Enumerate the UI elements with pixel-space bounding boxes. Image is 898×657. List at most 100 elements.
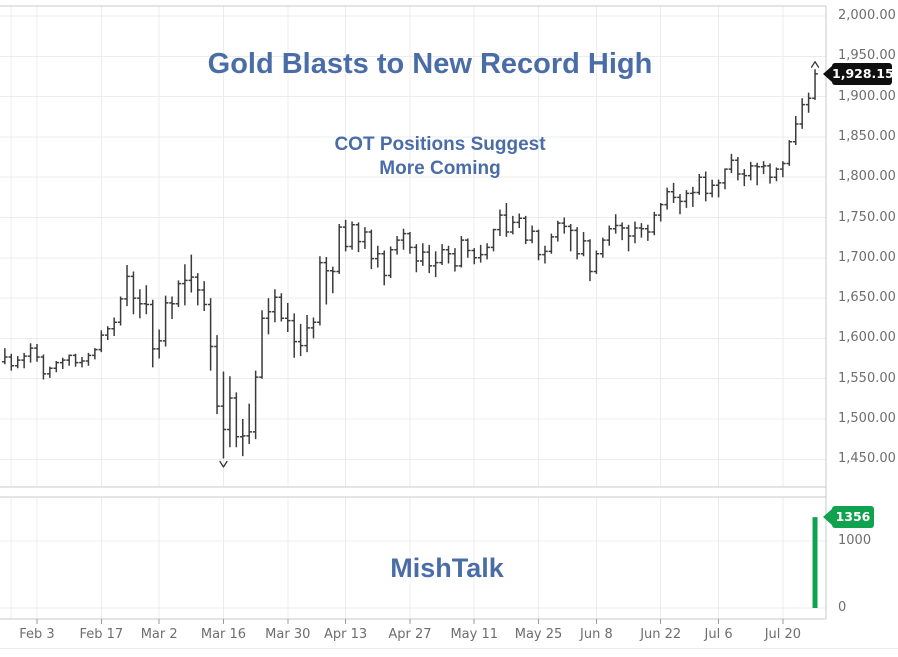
ohlc-bar (606, 225, 613, 246)
ohlc-bar (664, 187, 670, 210)
ohlc-bar (220, 371, 227, 459)
ohlc-bar (259, 310, 265, 379)
ohlc-bar (767, 163, 773, 184)
date-axis-label: May 25 (514, 627, 563, 642)
ohlc-bar (593, 250, 600, 274)
ohlc-bar (555, 220, 561, 242)
date-axis-label: Mar 2 (140, 627, 178, 642)
date-axis-label: Jul 6 (704, 627, 733, 642)
ohlc-bar (780, 161, 786, 178)
price-axis-label: 1,700.00 (838, 249, 896, 265)
ohlc-bar (792, 115, 799, 145)
ohlc-bar (310, 317, 317, 339)
ohlc-bar (21, 352, 27, 369)
ohlc-bar (130, 271, 137, 315)
ohlc-bar (420, 243, 426, 266)
ohlc-bar (432, 251, 439, 278)
ohlc-bar (329, 266, 336, 294)
ohlc-bar (182, 264, 188, 306)
ohlc-bar (207, 298, 214, 371)
ohlc-bar (14, 356, 21, 369)
date-axis-label: Jun 22 (640, 627, 682, 642)
date-axis-label: Mar 16 (200, 627, 247, 642)
date-axis-label: Apr 13 (324, 627, 368, 642)
date-axis-label: Jun 8 (580, 627, 613, 642)
ohlc-bar (728, 153, 735, 174)
ohlc-bar (657, 202, 664, 222)
ohlc-bar (284, 302, 291, 332)
ohlc-bar (407, 232, 413, 254)
ohlc-bar (47, 366, 53, 378)
ohlc-bar (137, 289, 143, 319)
date-axis-label: Mar 30 (265, 627, 311, 642)
ohlc-bar (510, 215, 516, 235)
high-caret-marker-icon (810, 61, 820, 68)
ohlc-bar (169, 296, 175, 320)
ohlc-bar (600, 237, 606, 258)
ohlc-bar (465, 238, 471, 258)
ohlc-bar (445, 245, 452, 264)
ohlc-bar (368, 229, 375, 270)
ohlc-bar (349, 221, 355, 250)
ohlc-bar (709, 179, 715, 198)
price-axis-label: 1,750.00 (838, 209, 896, 225)
last-price-value: 1,928.15 (832, 66, 894, 81)
ohlc-bar (175, 280, 182, 307)
ohlc-bar (304, 315, 310, 353)
price-axis-label: 1,850.00 (838, 128, 896, 144)
ohlc-bar (741, 169, 748, 187)
ohlc-bar (490, 228, 497, 252)
ohlc-bar (8, 353, 15, 371)
ohlc-bar (239, 419, 246, 457)
ohlc-bar (79, 356, 85, 368)
ohlc-bar (670, 182, 677, 203)
ohlc-bar (104, 326, 111, 341)
ohlc-bar (812, 69, 818, 100)
ohlc-bar (149, 299, 156, 368)
date-axis-label: Feb 3 (19, 627, 55, 642)
ohlc-bar (342, 219, 349, 252)
ohlc-bar (246, 403, 252, 444)
ohlc-bar (291, 313, 297, 358)
price-axis-label: 1,450.00 (838, 451, 896, 467)
ohlc-bar (336, 223, 343, 274)
ohlc-bar (625, 224, 632, 252)
ohlc-bar (265, 298, 272, 335)
ohlc-bar (111, 317, 117, 336)
price-axis-label: 1,500.00 (838, 411, 896, 426)
ohlc-bar (574, 227, 580, 260)
price-axis-label: 1,800.00 (838, 169, 896, 185)
last-volume-value: 1356 (835, 509, 871, 524)
ohlc-bar (638, 223, 645, 238)
ohlc-bar (696, 173, 703, 195)
ohlc-bar (484, 243, 490, 260)
ohlc-bar (690, 186, 696, 208)
ohlc-bar (362, 227, 368, 249)
ohlc-bar (381, 250, 388, 286)
price-axis-label: 1,550.00 (838, 370, 896, 386)
ohlc-bar (278, 293, 285, 322)
ohlc-bar (72, 353, 79, 367)
chart-annotation: COT Positions Suggest More Coming (334, 133, 545, 181)
price-axis-label: 1,650.00 (838, 290, 896, 306)
last-volume-tag: 1356 (823, 506, 874, 528)
price-axis-label: 1,600.00 (838, 330, 896, 346)
ohlc-bar (143, 285, 150, 315)
ohlc-bar (503, 202, 510, 237)
ohlc-bar (722, 168, 728, 190)
ohlc-bar (529, 225, 535, 244)
ohlc-bar (439, 244, 445, 266)
ohlc-bar (297, 323, 304, 357)
ohlc-bar (805, 92, 812, 113)
price-axis-label: 2,000.00 (838, 8, 896, 23)
ohlc-bar (567, 223, 574, 252)
ohlc-bar (53, 360, 60, 373)
ohlc-bar (117, 296, 124, 326)
ohlc-bar (400, 228, 407, 250)
ohlc-bar (162, 295, 169, 347)
ohlc-bar (156, 329, 162, 359)
ohlc-bar (580, 232, 587, 257)
ohlc-bar (98, 330, 105, 353)
ohlc-bar (426, 244, 433, 274)
